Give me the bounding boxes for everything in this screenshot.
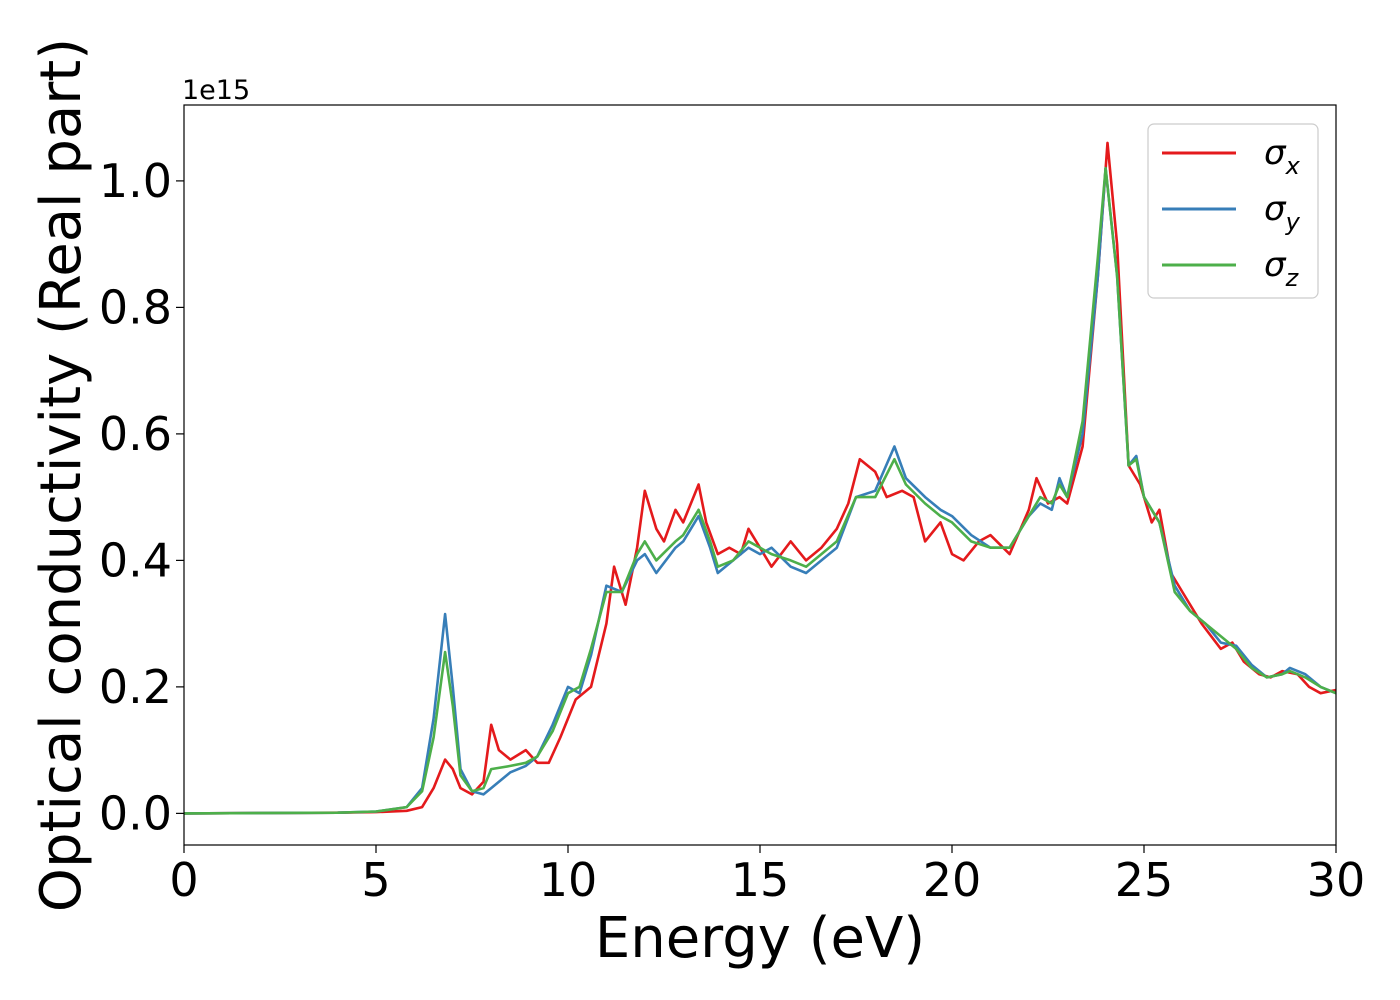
x-tick-label: 30 <box>1307 853 1366 907</box>
plot-area <box>184 105 1336 845</box>
x-tick-label: 25 <box>1115 853 1174 907</box>
x-tick-label: 20 <box>923 853 982 907</box>
y-axis-ticks: 0.0 0.2 0.4 0.6 0.8 1.0 <box>99 154 184 840</box>
x-tick-label: 0 <box>169 853 198 907</box>
x-tick-label: 5 <box>361 853 390 907</box>
y-tick-label: 0.2 <box>99 660 172 714</box>
y-tick-label: 0.0 <box>99 786 172 840</box>
legend-box <box>1147 123 1319 299</box>
series-line-x <box>183 141 1337 815</box>
x-axis-ticks: 0 5 10 15 20 25 30 <box>169 845 1365 907</box>
x-tick-label: 10 <box>539 853 598 907</box>
y-tick-label: 1.0 <box>99 154 172 208</box>
y-axis-label: Optical conductivity (Real part) <box>29 38 94 912</box>
y-tick-label: 0.8 <box>99 280 172 334</box>
x-tick-label: 15 <box>731 853 790 907</box>
series-layer <box>183 141 1337 815</box>
y-offset-text: 1e15 <box>182 75 250 106</box>
series-line-z <box>183 166 1337 815</box>
x-axis-label: Energy (eV) <box>595 906 925 971</box>
y-tick-label: 0.4 <box>99 533 172 587</box>
y-tick-label: 0.6 <box>99 407 172 461</box>
